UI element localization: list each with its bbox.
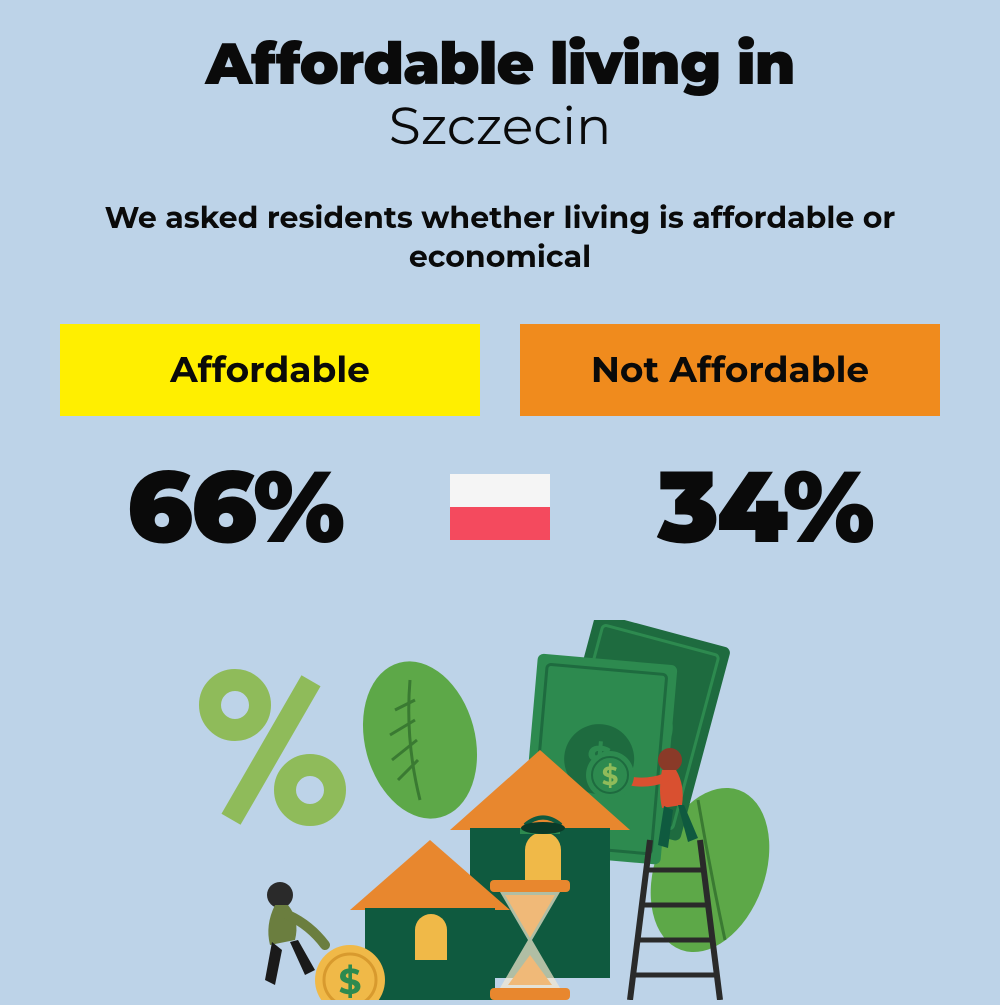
svg-text:$: $ xyxy=(339,960,362,1000)
title-line1: Affordable living in xyxy=(0,28,1000,99)
poland-flag-icon xyxy=(450,474,550,540)
title-line2: Szczecin xyxy=(0,95,1000,158)
header: Affordable living in Szczecin xyxy=(0,0,1000,158)
leaf-icon xyxy=(346,648,494,831)
svg-text:$: $ xyxy=(602,760,619,792)
affordable-label: Affordable xyxy=(170,348,370,392)
not-affordable-box: Not Affordable xyxy=(520,324,940,416)
affordable-box: Affordable xyxy=(60,324,480,416)
not-affordable-percent: 34% xyxy=(590,446,940,568)
percent-sign-icon xyxy=(210,675,335,825)
affordable-percent: 66% xyxy=(60,446,410,568)
subtitle: We asked residents whether living is aff… xyxy=(0,198,1000,276)
percent-row: 66% 34% xyxy=(0,446,1000,568)
person-icon xyxy=(265,882,325,985)
not-affordable-label: Not Affordable xyxy=(591,348,869,392)
housing-illustration: $ xyxy=(150,620,850,1000)
coin-icon: $ xyxy=(586,751,634,799)
option-boxes: Affordable Not Affordable xyxy=(0,324,1000,416)
